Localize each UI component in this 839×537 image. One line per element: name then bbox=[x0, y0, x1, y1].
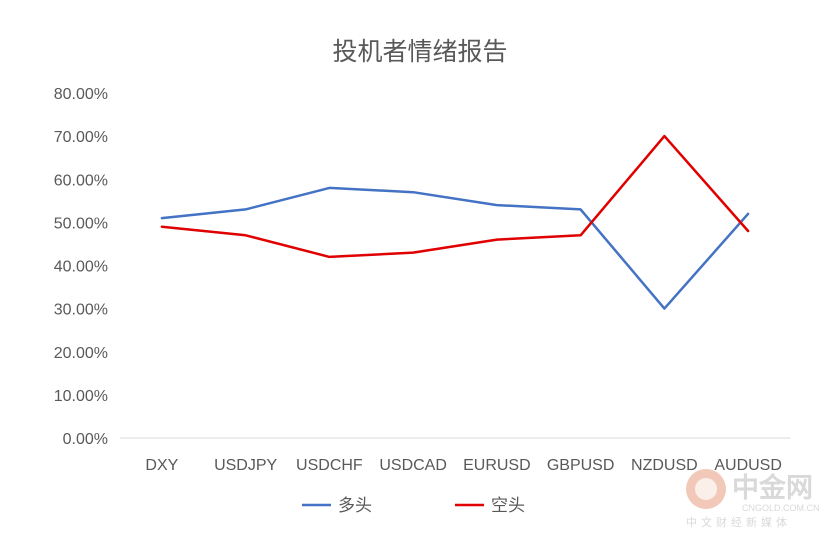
watermark: 中金网 CNGOLD.COM.CN 中文财经新媒体 bbox=[686, 469, 820, 529]
y-tick-label: 10.00% bbox=[54, 388, 108, 405]
series-line-1 bbox=[160, 134, 750, 259]
y-tick-label: 40.00% bbox=[54, 259, 108, 276]
x-tick-label: NZDUSD bbox=[631, 457, 698, 474]
y-tick-label: 30.00% bbox=[54, 302, 108, 319]
legend-item[interactable]: 多头 bbox=[302, 496, 372, 516]
y-tick-label: 70.00% bbox=[54, 129, 108, 146]
chart-title: 投机者情绪报告 bbox=[332, 37, 507, 66]
watermark-domain: CNGOLD.COM.CN bbox=[742, 503, 820, 513]
y-tick-label: 20.00% bbox=[54, 345, 108, 362]
watermark-logo-inner bbox=[695, 478, 717, 500]
y-tick-label: 80.00% bbox=[54, 86, 108, 103]
x-tick-label: AUDUSD bbox=[714, 457, 782, 474]
legend-item[interactable]: 空头 bbox=[455, 496, 525, 516]
x-axis-ticks: DXY USDJPY USDCHF USDCAD EURUSD GBPUSD NZDUSD A… bbox=[145, 457, 781, 474]
y-tick-label: 50.00% bbox=[54, 215, 108, 232]
watermark-brand: 中金网 bbox=[732, 472, 813, 504]
series-line-0 bbox=[160, 186, 750, 310]
x-tick-label: GBPUSD bbox=[547, 457, 615, 474]
x-tick-label: USDJPY bbox=[214, 457, 277, 474]
legend-label: 多头 bbox=[338, 496, 372, 516]
watermark-slogan: 中文财经新媒体 bbox=[686, 515, 791, 529]
legend-label: 空头 bbox=[491, 496, 525, 516]
series-lines bbox=[160, 134, 750, 310]
x-tick-label: USDCAD bbox=[379, 457, 447, 474]
x-tick-label: EURUSD bbox=[463, 457, 531, 474]
y-tick-label: 0.00% bbox=[63, 431, 108, 448]
x-tick-label: DXY bbox=[145, 457, 178, 474]
x-tick-label: USDCHF bbox=[296, 457, 363, 474]
y-tick-label: 60.00% bbox=[54, 172, 108, 189]
y-axis-ticks: 0.00% 10.00% 20.00% 30.00% 40.00% 50.00% 60.00… bbox=[54, 86, 108, 448]
legend[interactable]: 多头 空头 bbox=[302, 496, 525, 516]
